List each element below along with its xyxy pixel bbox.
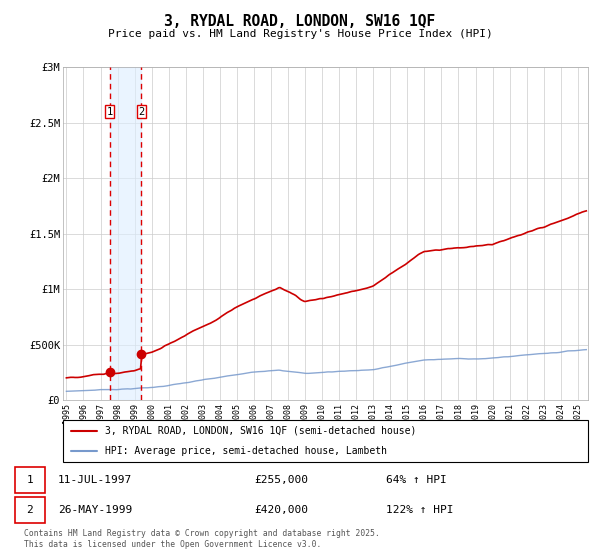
Text: Contains HM Land Registry data © Crown copyright and database right 2025.
This d: Contains HM Land Registry data © Crown c… bbox=[24, 529, 380, 549]
Text: 11-JUL-1997: 11-JUL-1997 bbox=[58, 474, 133, 484]
Text: £255,000: £255,000 bbox=[254, 474, 308, 484]
Text: 3, RYDAL ROAD, LONDON, SW16 1QF: 3, RYDAL ROAD, LONDON, SW16 1QF bbox=[164, 14, 436, 29]
Text: £420,000: £420,000 bbox=[254, 505, 308, 515]
FancyBboxPatch shape bbox=[15, 466, 45, 493]
Text: 1: 1 bbox=[26, 474, 33, 484]
Text: 2: 2 bbox=[26, 505, 33, 515]
Text: 122% ↑ HPI: 122% ↑ HPI bbox=[386, 505, 454, 515]
Text: 26-MAY-1999: 26-MAY-1999 bbox=[58, 505, 133, 515]
Text: HPI: Average price, semi-detached house, Lambeth: HPI: Average price, semi-detached house,… bbox=[105, 446, 387, 456]
FancyBboxPatch shape bbox=[15, 497, 45, 523]
Text: Price paid vs. HM Land Registry's House Price Index (HPI): Price paid vs. HM Land Registry's House … bbox=[107, 29, 493, 39]
Text: 3, RYDAL ROAD, LONDON, SW16 1QF (semi-detached house): 3, RYDAL ROAD, LONDON, SW16 1QF (semi-de… bbox=[105, 426, 416, 436]
Bar bbox=[110, 67, 142, 400]
Text: 64% ↑ HPI: 64% ↑ HPI bbox=[386, 474, 447, 484]
Text: 1: 1 bbox=[106, 106, 113, 116]
Text: 2: 2 bbox=[138, 106, 145, 116]
